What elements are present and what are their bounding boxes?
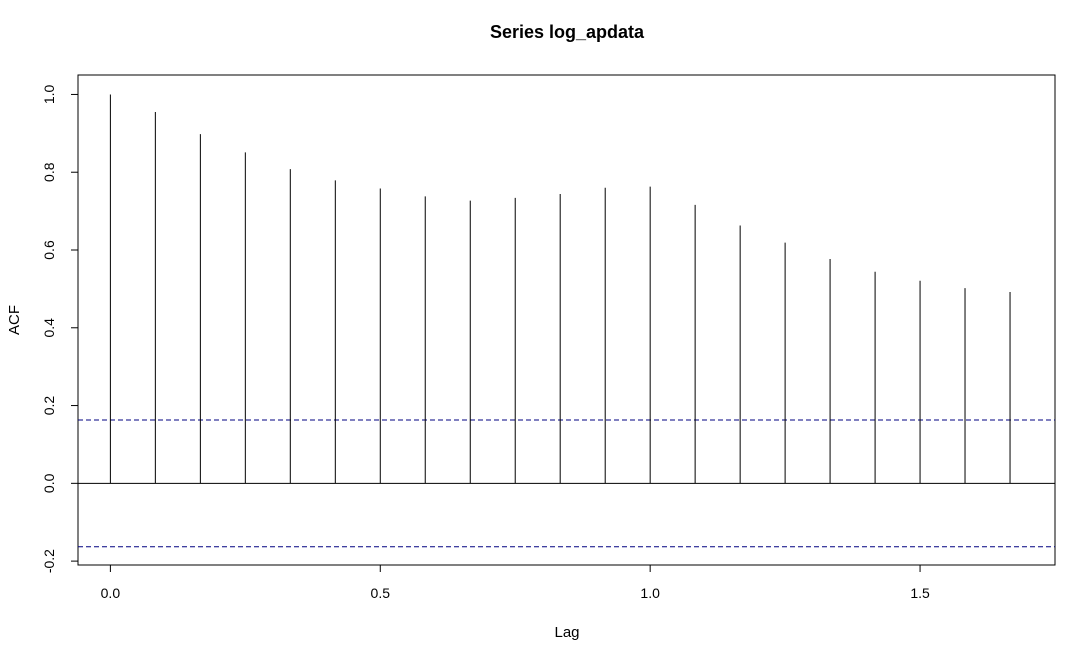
y-tick-label: 1.0 <box>41 85 57 105</box>
plot-frame <box>77 74 1056 566</box>
x-axis-label: Lag <box>554 624 579 641</box>
x-tick-label: 0.0 <box>101 585 121 601</box>
acf-bars <box>109 94 1011 484</box>
y-tick-label: -0.2 <box>41 549 57 573</box>
y-tick-label: 0.2 <box>41 396 57 416</box>
x-axis: 0.0 0.5 1.0 1.5 <box>101 564 930 601</box>
y-tick-label: 0.6 <box>41 240 57 260</box>
y-tick-label: 0.8 <box>41 162 57 182</box>
y-tick-label: 0.0 <box>41 473 57 493</box>
y-axis: -0.2 0.0 0.2 0.4 0.6 0.8 1.0 <box>41 85 79 573</box>
confidence-bounds <box>78 419 1055 548</box>
x-tick-label: 0.5 <box>371 585 391 601</box>
y-tick-label: 0.4 <box>41 318 57 338</box>
y-axis-label: ACF <box>6 305 23 335</box>
x-tick-label: 1.5 <box>910 585 930 601</box>
x-tick-label: 1.0 <box>640 585 660 601</box>
chart-title: Series log_apdata <box>490 22 645 42</box>
